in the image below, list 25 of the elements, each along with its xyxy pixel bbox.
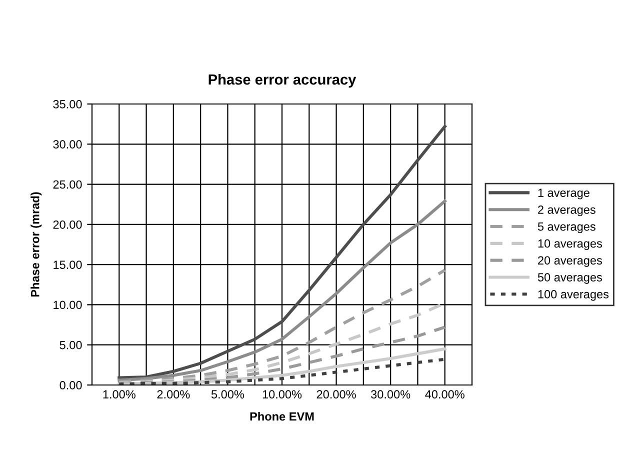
- legend-label: 50 averages: [538, 273, 602, 284]
- y-tick-label: 15.00: [54, 260, 82, 269]
- legend-label: 1 average: [538, 188, 590, 200]
- x-tick-label: 2.00%: [157, 390, 190, 399]
- legend-label: 20 averages: [538, 256, 602, 267]
- legend-label: 2 averages: [538, 205, 596, 216]
- y-tick-label: 25.00: [53, 180, 82, 189]
- x-tick-label: 1.00%: [103, 390, 136, 399]
- y-tick-label: 10.00: [54, 300, 82, 310]
- legend-label: 10 averages: [538, 239, 602, 250]
- y-tick-label: 0.00: [60, 381, 82, 390]
- y-tick-label: 35.00: [53, 100, 82, 108]
- legend-label: 100 averages: [538, 290, 609, 301]
- x-tick-label: 10.00%: [262, 390, 302, 399]
- x-axis-title: Phone EVM: [250, 412, 314, 421]
- x-tick-label: 40.00%: [425, 390, 464, 399]
- x-tick-label: 30.00%: [371, 390, 410, 399]
- y-tick-label: 30.00: [53, 140, 82, 149]
- chart-title: Phase error accuracy: [208, 74, 356, 88]
- y-tick-label: 5.00: [60, 340, 82, 350]
- legend-label: 5 averages: [538, 222, 596, 234]
- x-tick-label: 5.00%: [211, 390, 244, 399]
- y-tick-label: 20.00: [53, 220, 82, 229]
- x-tick-label: 20.00%: [316, 390, 356, 399]
- y-axis-title: Phase error (mrad): [30, 192, 42, 297]
